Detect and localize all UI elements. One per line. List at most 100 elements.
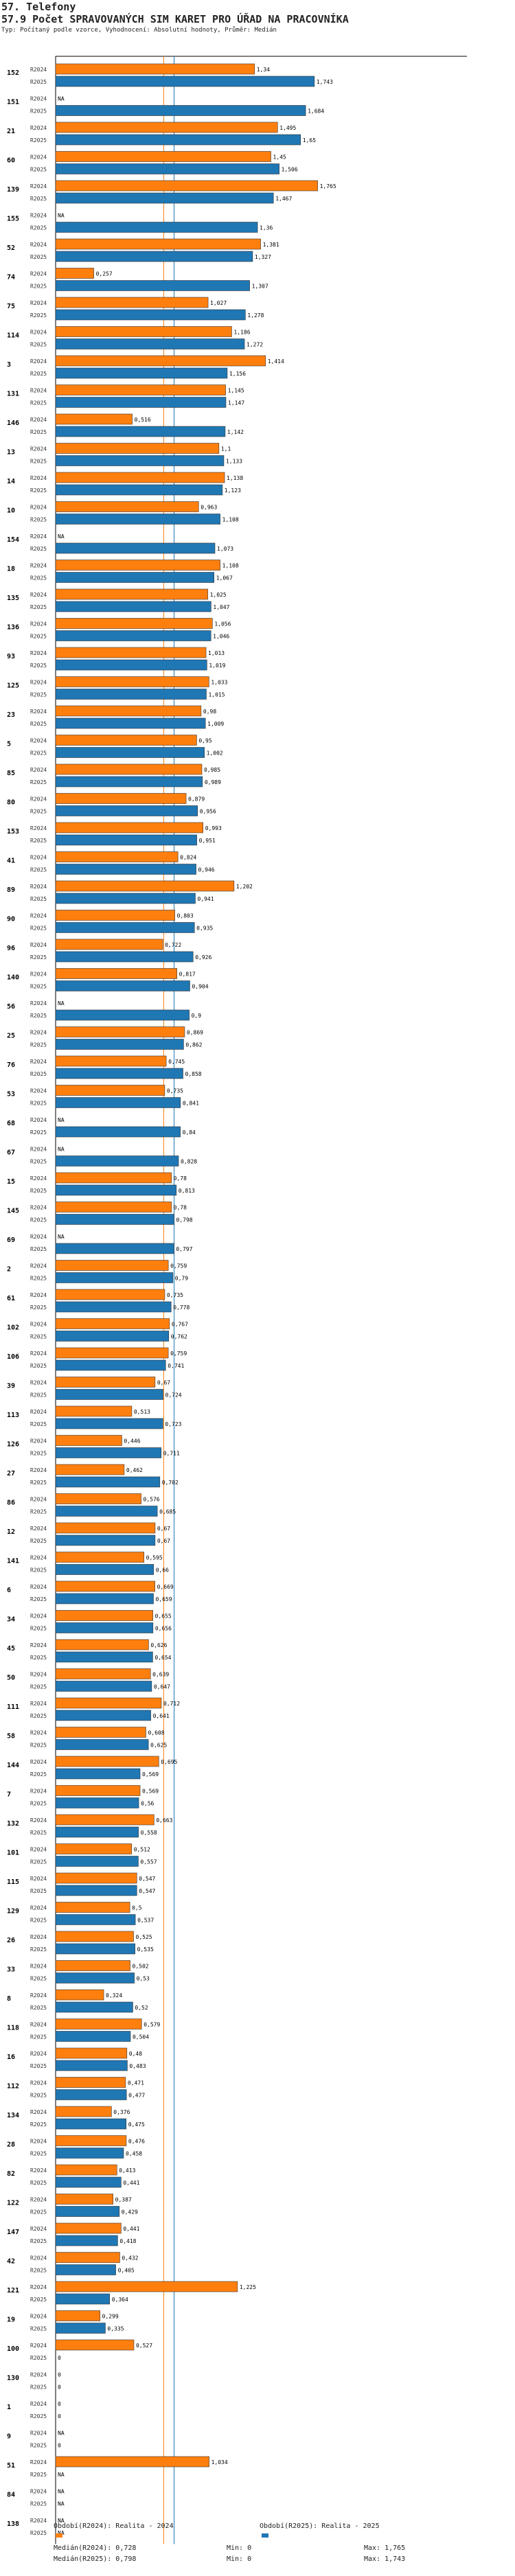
value-label-2025: 0,475 <box>128 2121 145 2128</box>
row-id-label: 101 <box>7 1850 19 1857</box>
bar-2024 <box>55 647 207 658</box>
row-id-label: 153 <box>7 828 19 836</box>
value-label-2025: 1,65 <box>303 137 316 143</box>
bar-2025 <box>55 2293 111 2305</box>
bar-2025 <box>55 542 216 554</box>
series-label-2025: R2025 <box>30 954 47 961</box>
bar-2025 <box>55 2060 128 2071</box>
series-label-2024: R2024 <box>30 2459 47 2465</box>
value-label-2024: 0,324 <box>106 1992 122 1999</box>
bar-2025 <box>55 76 315 87</box>
series-label-2024: R2024 <box>30 2489 47 2495</box>
row-id-label: 16 <box>7 2054 15 2061</box>
series-label-2025: R2025 <box>30 1538 47 1544</box>
value-label-2024: 0 <box>58 2372 61 2378</box>
series-label-2024: R2024 <box>30 1730 47 1736</box>
series-label-2024: R2024 <box>30 1380 47 1386</box>
row-id-label: 41 <box>7 858 15 865</box>
row-id-label: 45 <box>7 1645 15 1653</box>
value-label-2025: 1,133 <box>226 459 242 465</box>
row-id-label: 86 <box>7 1499 15 1507</box>
series-label-2024: R2024 <box>30 942 47 948</box>
series-label-2025: R2025 <box>30 429 47 435</box>
row-id-label: 147 <box>7 2229 19 2236</box>
bar-2024 <box>55 2456 209 2468</box>
row-id-label: 75 <box>7 303 15 310</box>
series-label-2024: R2024 <box>30 533 47 540</box>
bar-2024 <box>55 1289 165 1300</box>
value-label-2025: 0,813 <box>179 1188 195 1194</box>
max-2025-label: Max: 1,743 <box>364 2555 406 2563</box>
series-label-2024: R2024 <box>30 1789 47 1795</box>
series-label-2025: R2025 <box>30 1159 47 1165</box>
row-id-label: 28 <box>7 2141 15 2149</box>
series-label-2025: R2025 <box>30 108 47 115</box>
value-label-2025: 1,046 <box>213 634 229 640</box>
value-label-2025: 0,535 <box>137 1946 154 1953</box>
bar-2024 <box>55 2310 100 2321</box>
row-id-label: 82 <box>7 2170 15 2178</box>
row-id-label: 21 <box>7 128 15 135</box>
bar-2025 <box>55 572 215 583</box>
series-label-2025: R2025 <box>30 634 47 640</box>
series-label-2024: R2024 <box>30 2255 47 2262</box>
value-label-2024: 1,025 <box>210 592 227 598</box>
bar-2024 <box>55 1902 130 1913</box>
row-id-label: 23 <box>7 711 15 719</box>
value-label-2024: 0,299 <box>102 2314 119 2320</box>
series-label-2024: R2024 <box>30 2197 47 2203</box>
row-id-label: 100 <box>7 2345 19 2353</box>
series-label-2024: R2024 <box>30 358 47 365</box>
row-id-label: 139 <box>7 186 19 194</box>
series-label-2024: R2024 <box>30 1088 47 1094</box>
bar-2024 <box>55 822 204 833</box>
series-label-2024: R2024 <box>30 650 47 656</box>
na-label-2025: NA <box>58 2501 65 2507</box>
value-label-2025: 0,858 <box>185 1071 202 1077</box>
value-label-2024: 1,034 <box>211 2459 228 2465</box>
series-label-2024: R2024 <box>30 2139 47 2145</box>
row-id-label: 14 <box>7 478 15 485</box>
series-label-2025: R2025 <box>30 1596 47 1602</box>
series-label-2025: R2025 <box>30 575 47 582</box>
series-label-2024: R2024 <box>30 2401 47 2407</box>
bar-2025 <box>55 980 190 991</box>
row-id-label: 50 <box>7 1675 15 1682</box>
bar-2025 <box>55 747 205 758</box>
series-label-2024: R2024 <box>30 300 47 306</box>
bar-2025 <box>55 1797 139 1808</box>
bar-2025 <box>55 1534 156 1546</box>
series-label-2025: R2025 <box>30 2063 47 2069</box>
na-label-2024: NA <box>58 2489 65 2495</box>
series-label-2024: R2024 <box>30 183 47 189</box>
value-label-2024: 0,759 <box>170 1350 187 1357</box>
value-label-2025: 0,723 <box>165 1421 181 1427</box>
bar-2025 <box>55 222 258 233</box>
series-label-2024: R2024 <box>30 475 47 481</box>
series-label-2024: R2024 <box>30 446 47 452</box>
chart-title: 57.9 Počet SPRAVOVANÝCH SIM KARET PRO ÚŘ… <box>1 13 349 25</box>
series-label-2025: R2025 <box>30 1276 47 1282</box>
value-label-2025: 0,951 <box>199 838 216 844</box>
series-label-2024: R2024 <box>30 213 47 219</box>
bar-2024 <box>55 1668 151 1679</box>
bar-2025 <box>55 1272 174 1283</box>
row-id-label: 6 <box>7 1587 11 1594</box>
series-label-2024: R2024 <box>30 154 47 161</box>
bar-2024 <box>55 1580 155 1592</box>
bar-2025 <box>55 1943 135 1955</box>
value-label-2024: 0,98 <box>203 709 216 715</box>
bar-2025 <box>55 776 203 787</box>
value-label-2025: 1,506 <box>282 167 298 173</box>
value-label-2024: 0,48 <box>129 2051 142 2057</box>
value-label-2025: 0,797 <box>176 1246 192 1252</box>
row-id-label: 74 <box>7 274 15 281</box>
na-label-2024: NA <box>58 1234 65 1240</box>
bar-2025 <box>55 2118 127 2130</box>
bar-2025 <box>55 2176 122 2188</box>
value-label-2024: 0,655 <box>155 1613 172 1620</box>
series-label-2024: R2024 <box>30 2051 47 2057</box>
bar-2025 <box>55 1009 190 1021</box>
bar-2025 <box>55 1126 181 1138</box>
bar-2025 <box>55 1739 149 1750</box>
